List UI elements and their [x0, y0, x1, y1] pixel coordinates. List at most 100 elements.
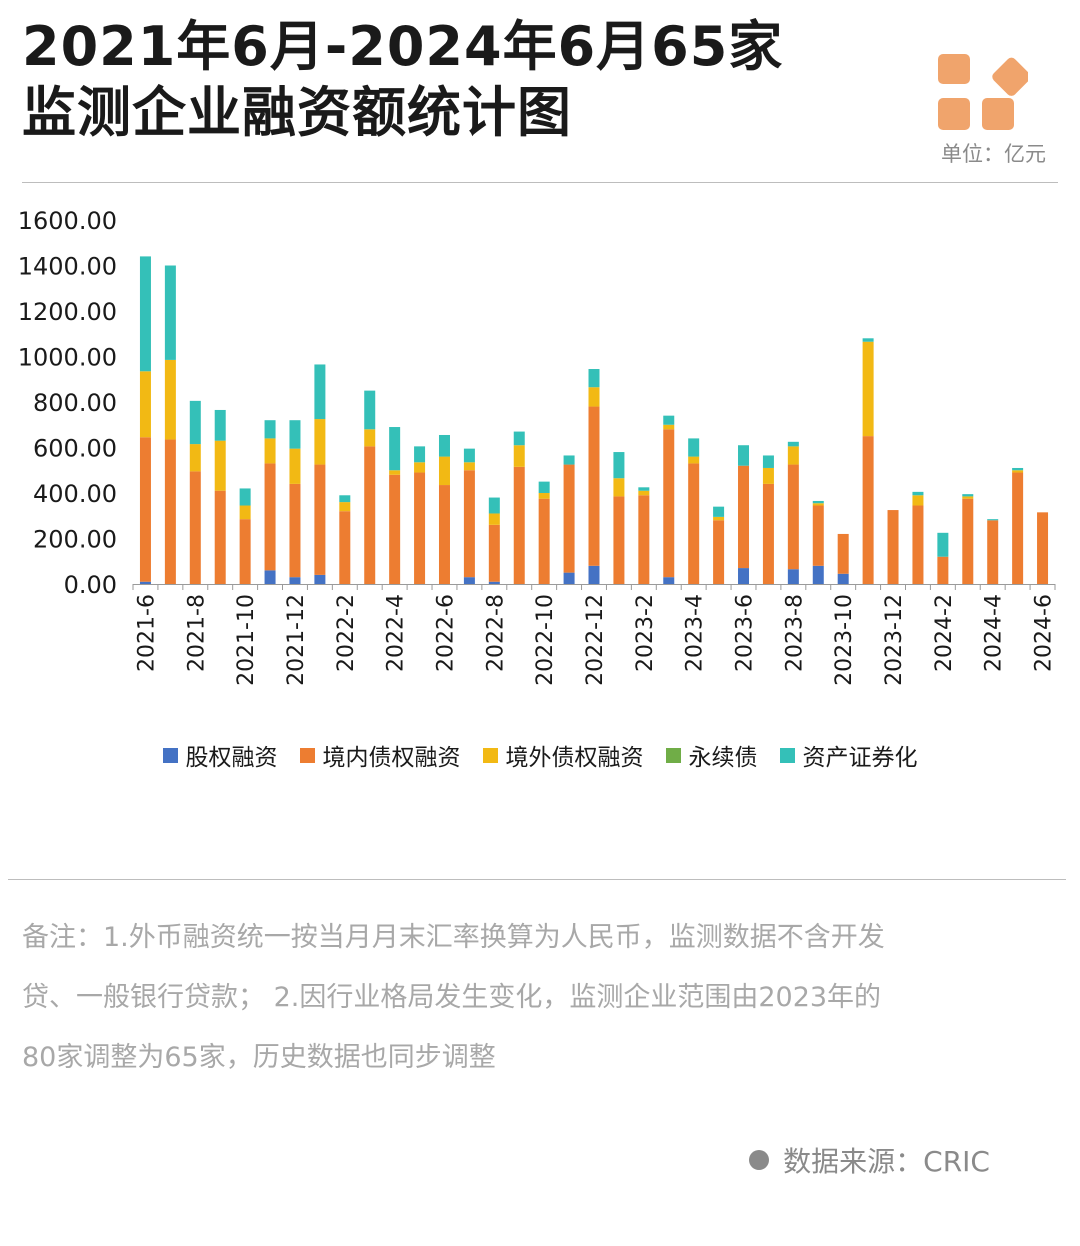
bar-segment-domestic-debt	[713, 520, 725, 584]
bar-segment-abs	[164, 265, 176, 360]
bar-segment-overseas-debt	[787, 446, 799, 465]
bar-segment-overseas-debt	[513, 445, 525, 467]
bar-segment-abs	[713, 506, 725, 517]
bar-segment-domestic-debt	[1037, 512, 1049, 584]
bar-segment-domestic-debt	[762, 483, 774, 584]
bar-segment-domestic-debt	[488, 524, 500, 582]
footnote-line2: 贷、一般银行贷款； 2.因行业格局发生变化，监测企业范围由2023年的	[22, 982, 882, 1013]
bar-segment-domestic-debt	[264, 463, 276, 571]
x-tick-label: 2022-10	[533, 594, 558, 686]
bar-segment-abs	[613, 452, 625, 479]
bar-segment-overseas-debt	[862, 341, 874, 437]
bar-segment-domestic-debt	[787, 464, 799, 570]
middle-divider	[8, 879, 1066, 880]
bar-segment-abs	[787, 441, 799, 447]
bar-segment-abs	[414, 446, 426, 463]
y-tick-label: 0.00	[64, 571, 117, 599]
bar-segment-domestic-debt	[414, 472, 426, 584]
bar-segment-equity	[563, 572, 575, 584]
bar-segment-overseas-debt	[164, 359, 176, 440]
bar-segment-domestic-debt	[837, 533, 849, 574]
x-tick-label: 2024-6	[1032, 594, 1057, 672]
footnote-line3: 80家调整为65家，历史数据也同步调整	[22, 1042, 496, 1073]
x-tick-label: 2023-6	[733, 594, 758, 672]
bar-segment-domestic-debt	[438, 485, 450, 584]
bar-segment-equity	[738, 568, 750, 584]
unit-label: 单位：亿元	[941, 142, 1046, 166]
chart-legend: 股权融资 境内债权融资 境外债权融资 永续债 资产证券化	[0, 738, 1080, 772]
bar-segment-abs	[139, 256, 151, 372]
bar-segment-overseas-debt	[139, 371, 151, 438]
bar-segment-abs	[638, 487, 650, 491]
x-tick-label: 2023-8	[782, 594, 807, 672]
chart-title: 2021年6月-2024年6月65家 监测企业融资额统计图	[22, 14, 902, 146]
bar-segment-domestic-debt	[937, 556, 949, 584]
bar-segment-abs	[189, 400, 201, 445]
bar-segment-domestic-debt	[139, 437, 151, 582]
bar-segment-abs	[314, 364, 326, 420]
legend-label-overseas-debt: 境外债权融资	[505, 745, 644, 771]
bar-segment-equity	[264, 570, 276, 584]
bar-segment-abs	[563, 455, 575, 465]
bar-segment-overseas-debt	[264, 438, 276, 464]
brand-logo-icon	[938, 54, 1028, 130]
bar-segment-overseas-debt	[588, 387, 600, 407]
bar-segment-equity	[139, 581, 151, 584]
stacked-bar-chart: 0.00 200.00 400.00 600.00 800.00 1000.00 1200.…	[18, 207, 1057, 686]
legend-label-abs: 资产证券化	[802, 745, 918, 771]
bar-segment-overseas-debt	[1012, 470, 1024, 473]
x-tick-label: 2022-4	[384, 594, 409, 672]
bar-segment-abs	[264, 420, 276, 439]
bar-segment-overseas-debt	[463, 462, 475, 471]
bar-segment-overseas-debt	[339, 502, 351, 512]
bar-segment-overseas-debt	[962, 496, 974, 499]
bar-segment-overseas-debt	[364, 429, 376, 447]
bar-segment-domestic-debt	[663, 429, 675, 578]
bar-segment-abs	[688, 438, 700, 457]
legend-label-perpetual: 永续债	[688, 745, 758, 771]
bar-segment-overseas-debt	[314, 419, 326, 465]
legend-swatch-domestic-debt	[299, 747, 315, 763]
bar-segment-equity	[488, 581, 500, 584]
bar-segment-domestic-debt	[513, 466, 525, 584]
y-tick-label: 800.00	[33, 389, 117, 417]
bar-segment-overseas-debt	[289, 448, 301, 484]
bar-segment-overseas-debt	[414, 462, 426, 473]
bar-segment-abs	[239, 488, 251, 506]
bar-segment-overseas-debt	[713, 516, 725, 521]
bar-segment-domestic-debt	[613, 496, 625, 584]
bar-segment-equity	[289, 577, 301, 584]
bar-segment-equity	[837, 573, 849, 584]
bar-segment-domestic-debt	[538, 498, 550, 584]
bar-segment-abs	[1012, 467, 1024, 471]
x-tick-label: 2023-4	[683, 594, 708, 672]
y-tick-label: 1400.00	[18, 253, 117, 281]
x-tick-label: 2022-2	[334, 594, 359, 672]
bar-segment-overseas-debt	[688, 456, 700, 464]
y-tick-label: 1200.00	[18, 298, 117, 326]
bar-segment-abs	[389, 427, 401, 471]
bar-segment-domestic-debt	[339, 511, 351, 584]
bar-segment-abs	[214, 409, 226, 441]
legend-swatch-overseas-debt	[482, 747, 498, 763]
bar-segment-domestic-debt	[314, 464, 326, 575]
legend-item-overseas-debt: 境外债权融资	[482, 738, 644, 772]
top-divider	[22, 182, 1058, 183]
bar-segment-abs	[912, 491, 924, 496]
x-tick-label: 2022-6	[433, 594, 458, 672]
bar-segment-overseas-debt	[214, 440, 226, 491]
bar-segment-domestic-debt	[214, 490, 226, 584]
bar-segment-equity	[463, 577, 475, 584]
bar-segment-domestic-debt	[389, 474, 401, 584]
chart-title-line2: 监测企业融资额统计图	[22, 81, 572, 144]
bar-segment-domestic-debt	[962, 498, 974, 584]
bar-segment-abs	[339, 495, 351, 503]
legend-swatch-abs	[779, 747, 795, 763]
bar-segment-abs	[663, 415, 675, 425]
bar-segment-equity	[588, 565, 600, 584]
bar-segment-abs	[488, 497, 500, 514]
bar-segment-overseas-debt	[663, 424, 675, 430]
bar-segment-domestic-debt	[738, 465, 750, 569]
bar-segment-equity	[787, 569, 799, 584]
bar-segment-domestic-debt	[812, 505, 824, 566]
